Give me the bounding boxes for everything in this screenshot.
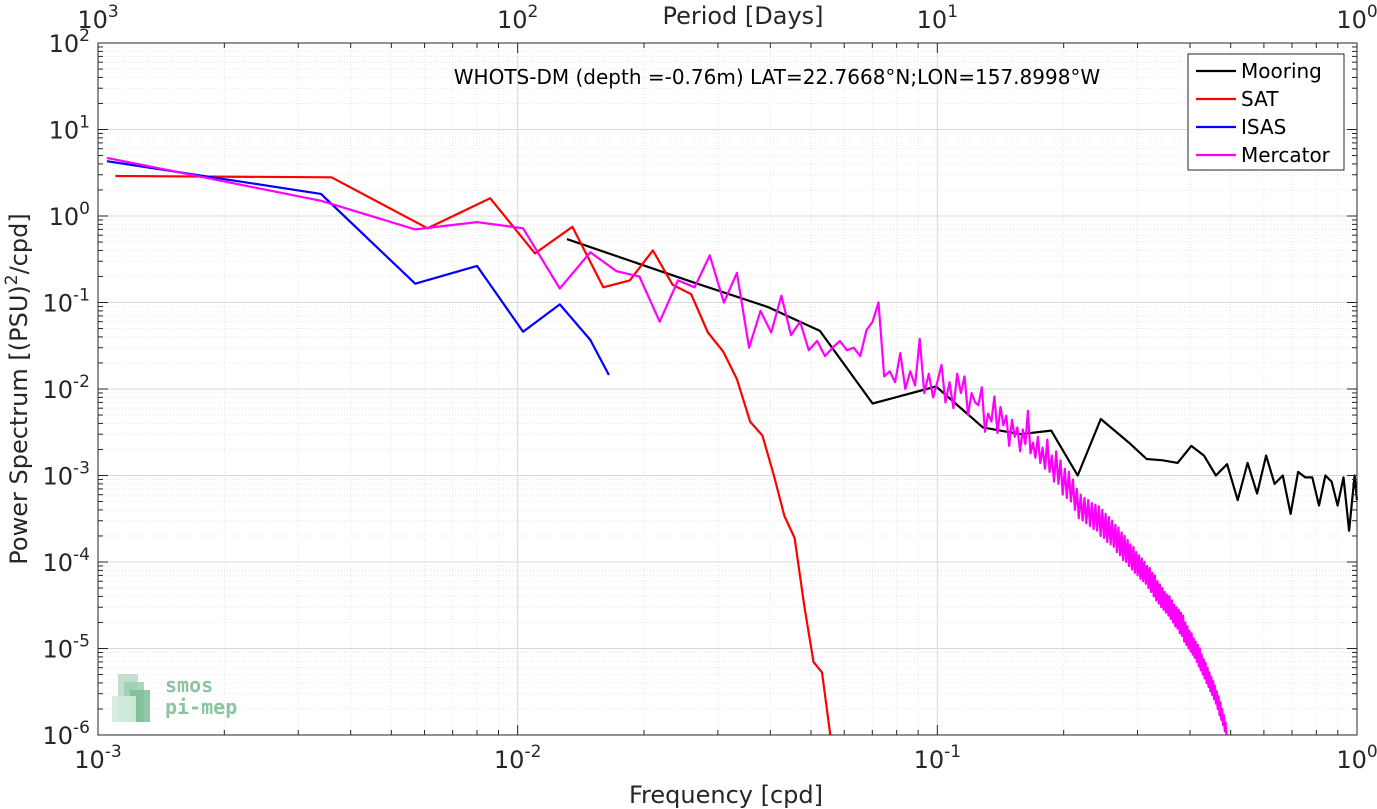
y-tick-label: 101: [49, 113, 90, 145]
tick-label-exponent: -4: [73, 545, 90, 565]
legend-label-isas: ISAS: [1241, 115, 1286, 139]
tick-label-base: 10: [49, 30, 80, 58]
legend-label-sat: SAT: [1241, 87, 1279, 111]
tick-label-exponent: -3: [73, 459, 90, 479]
x-top-tick-label: 103: [77, 2, 118, 34]
x-top-tick-label: 100: [1336, 2, 1377, 34]
y-tick-label: 100: [49, 199, 90, 231]
y-axis-label-superscript: 2: [2, 274, 22, 285]
y-tick-label: 10-6: [43, 718, 91, 750]
ticks-layer: [97, 42, 1358, 736]
series-line-mooring: [566, 238, 1359, 532]
y-tick-label: 10-2: [43, 372, 91, 404]
logo-text-smos: smos: [165, 673, 213, 697]
tick-label-exponent: 0: [79, 199, 90, 219]
tick-label-exponent: 0: [1367, 742, 1377, 762]
legend: Mooring SAT ISAS Mercator: [1187, 53, 1345, 171]
x-axis-top-label: Period [Days]: [662, 2, 823, 30]
tick-label-base: 10: [43, 549, 74, 577]
series-line-isas: [106, 160, 610, 376]
y-tick-label: 10-3: [43, 459, 91, 491]
series-line-mercator: [106, 156, 1228, 736]
legend-label-mooring: Mooring: [1241, 59, 1322, 83]
tick-label-exponent: 2: [79, 26, 90, 46]
logo-text-pimep: pi-mep: [165, 695, 237, 719]
tick-label-exponent: -1: [944, 742, 961, 762]
y-tick-label: 102: [49, 26, 90, 58]
y-tick-label: 10-1: [43, 286, 91, 318]
x-tick-label: 100: [1336, 742, 1377, 774]
x-top-tick-label: 102: [497, 2, 538, 34]
y-axis-label: Power Spectrum [(PSU)2/cpd]: [2, 213, 33, 564]
tick-label-exponent: 1: [947, 2, 958, 22]
tick-label-base: 10: [914, 746, 945, 774]
tick-label-base: 10: [43, 636, 74, 664]
chart-title: WHOTS-DM (depth =-0.76m) LAT=22.7668°N;L…: [454, 65, 1101, 89]
y-tick-label: 10-4: [43, 545, 91, 577]
tick-label-exponent: 0: [1367, 2, 1377, 22]
tick-label-base: 10: [43, 376, 74, 404]
tick-label-base: 10: [77, 6, 108, 34]
tick-label-base: 10: [917, 6, 948, 34]
tick-label-base: 10: [49, 203, 80, 231]
tick-label-base: 10: [494, 746, 525, 774]
series-line-sat: [115, 174, 832, 736]
tick-label-exponent: -2: [73, 372, 90, 392]
tick-label-base: 10: [1336, 6, 1367, 34]
y-axis-label-part: /cpd]: [5, 213, 33, 274]
x-tick-label: 10-2: [494, 742, 542, 774]
tick-label-exponent: -3: [105, 742, 122, 762]
tick-label-base: 10: [43, 290, 74, 318]
y-tick-label: 10-5: [43, 632, 91, 664]
legend-box: [1187, 53, 1345, 171]
tick-label-exponent: -2: [524, 742, 541, 762]
tick-label-exponent: 2: [528, 2, 539, 22]
series-layer: [106, 156, 1359, 736]
tick-label-base: 10: [43, 463, 74, 491]
tick-label-base: 10: [43, 722, 74, 750]
tick-label-base: 10: [49, 117, 80, 145]
legend-label-mercator: Mercator: [1241, 143, 1331, 167]
tick-label-base: 10: [74, 746, 105, 774]
x-axis-label: Frequency [cpd]: [629, 781, 823, 809]
x-tick-label: 10-3: [74, 742, 122, 774]
y-axis-label-part: Power Spectrum [(PSU): [5, 285, 33, 564]
tick-label-exponent: 1: [79, 113, 90, 133]
x-top-tick-label: 101: [917, 2, 958, 34]
tick-label-base: 10: [1336, 746, 1367, 774]
smos-pi-mep-logo: smos pi-mep: [112, 673, 237, 722]
tick-label-base: 10: [497, 6, 528, 34]
tick-label-exponent: 3: [108, 2, 119, 22]
tick-label-exponent: -6: [73, 718, 90, 738]
x-tick-label: 10-1: [914, 742, 962, 774]
tick-label-exponent: -5: [73, 632, 90, 652]
tick-label-exponent: -1: [73, 286, 90, 306]
